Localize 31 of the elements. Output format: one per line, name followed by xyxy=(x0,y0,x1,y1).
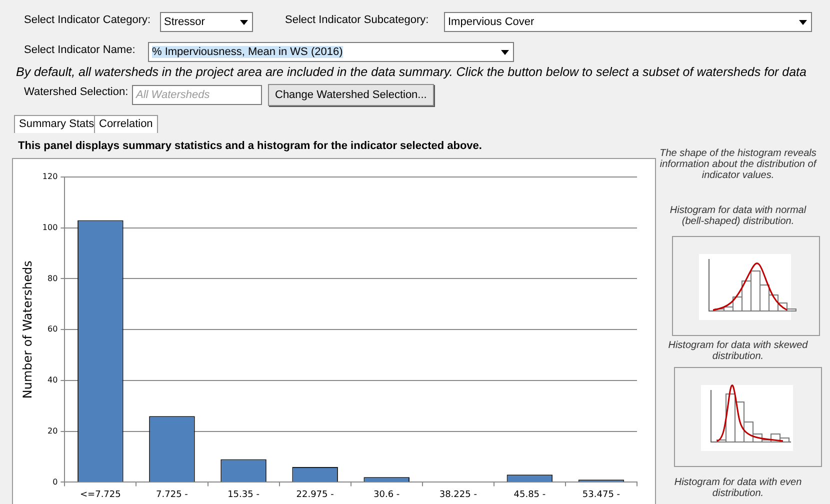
text: % Imperviousness, Mean in WS (2016) xyxy=(152,46,343,58)
text: Select Indicator Category: xyxy=(24,14,151,26)
y-tick-label: 100 xyxy=(42,222,58,232)
y-tick-label: 40 xyxy=(47,376,58,385)
x-tick-label: 30.6 - xyxy=(374,490,400,500)
text: Select Indicator Name: xyxy=(24,44,136,56)
text: Stressor xyxy=(164,16,205,28)
x-tick-label: 22.975 - xyxy=(296,490,334,500)
y-tick-label: 20 xyxy=(47,426,58,436)
text: Histogram for data with even distribution. xyxy=(674,477,802,499)
x-tick-label: <=7.725 xyxy=(80,490,121,500)
text: Histogram for data with skewed distribution. xyxy=(668,340,808,362)
text: The shape of the histogram reveals information about the distribution of indicator values. xyxy=(660,148,816,181)
text: Impervious Cover xyxy=(448,16,534,28)
text: Histogram for data with normal (bell-shaped) distribution. xyxy=(670,205,806,227)
x-tick-label: 53.475 - xyxy=(582,490,620,500)
y-tick-label: 80 xyxy=(47,274,58,283)
text: Change Watershed Selection... xyxy=(275,89,427,101)
x-tick-label: 15.35 - xyxy=(228,490,260,500)
y-axis-title: Number of Watersheds xyxy=(20,260,34,399)
y-tick-label: 0 xyxy=(52,477,58,486)
text: Select Indicator Subcategory: xyxy=(285,14,429,26)
chart-title: This panel displays summary statistics and a histogram for the indicator selected above. xyxy=(18,140,482,152)
y-tick-label: 120 xyxy=(42,172,58,182)
text: Watershed Selection: xyxy=(24,86,128,98)
y-tick-label: 60 xyxy=(47,324,58,334)
text: By default, all watersheds in the project area are included in the data summary. Click the button below to select a subset of watersheds for data xyxy=(16,65,806,79)
x-tick-label: 38.225 - xyxy=(439,490,477,500)
x-tick-label: 7.725 - xyxy=(156,490,188,500)
x-tick-label: 45.85 - xyxy=(514,490,546,500)
text: All Watersheds xyxy=(136,89,210,101)
